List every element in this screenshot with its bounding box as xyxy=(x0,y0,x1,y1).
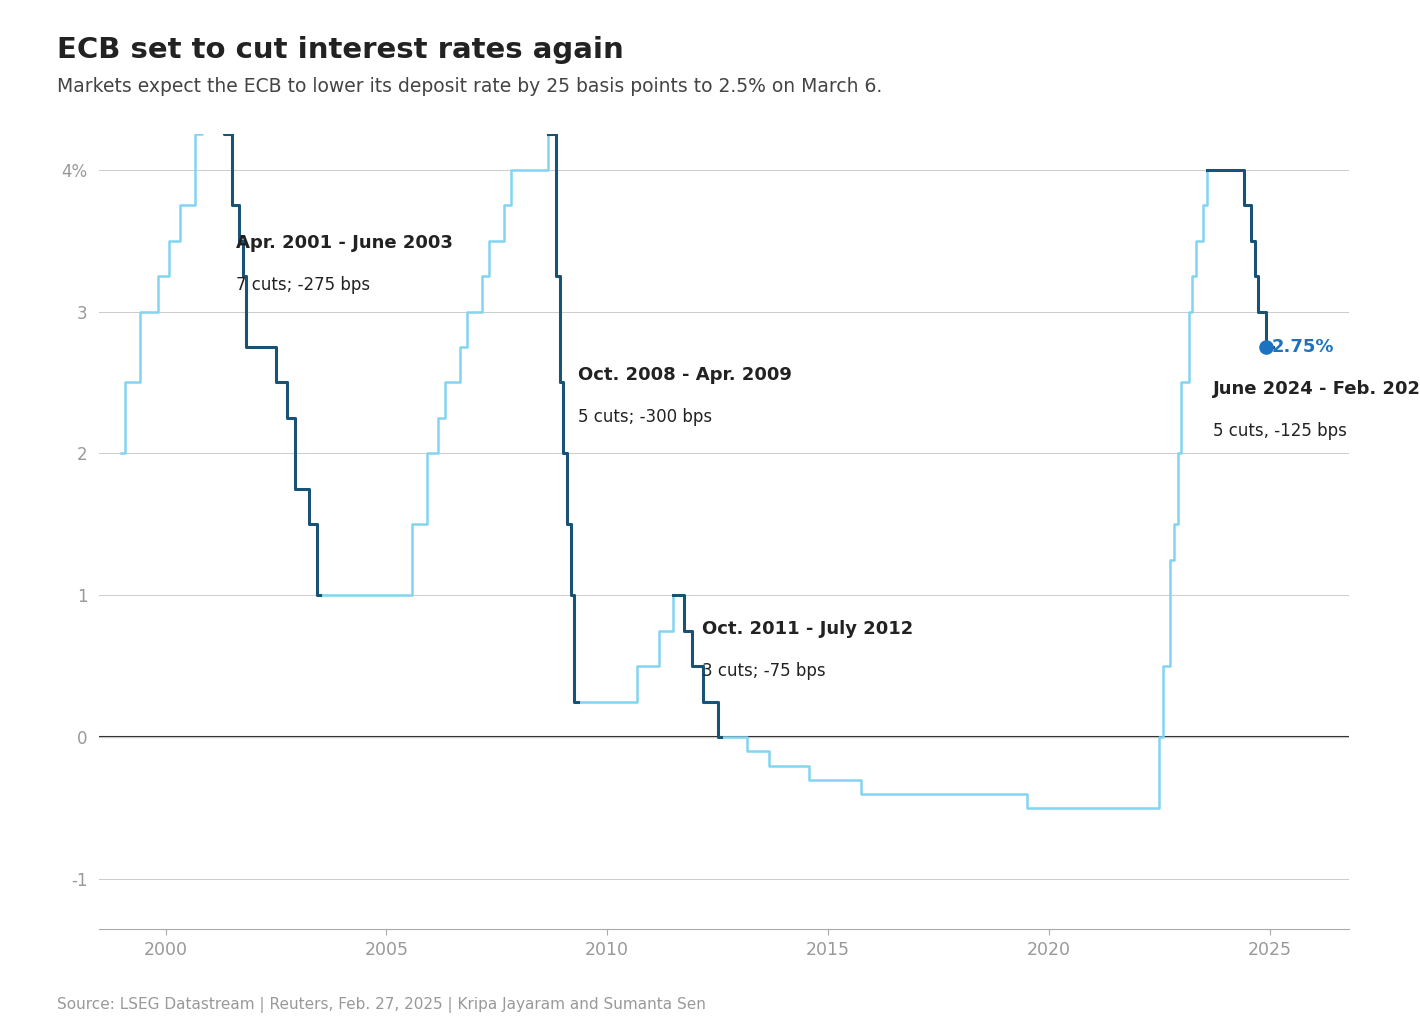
Text: Source: LSEG Datastream | Reuters, Feb. 27, 2025 | Kripa Jayaram and Sumanta Sen: Source: LSEG Datastream | Reuters, Feb. … xyxy=(57,997,706,1013)
Text: Markets expect the ECB to lower its deposit rate by 25 basis points to 2.5% on M: Markets expect the ECB to lower its depo… xyxy=(57,77,882,96)
Text: June 2024 - Feb. 2025: June 2024 - Feb. 2025 xyxy=(1213,380,1420,398)
Text: 3 cuts; -75 bps: 3 cuts; -75 bps xyxy=(701,663,826,680)
Text: 5 cuts; -300 bps: 5 cuts; -300 bps xyxy=(578,409,713,426)
Text: Oct. 2008 - Apr. 2009: Oct. 2008 - Apr. 2009 xyxy=(578,365,792,384)
Text: ECB set to cut interest rates again: ECB set to cut interest rates again xyxy=(57,36,623,64)
Text: 7 cuts; -275 bps: 7 cuts; -275 bps xyxy=(236,277,371,294)
Text: 5 cuts, -125 bps: 5 cuts, -125 bps xyxy=(1213,422,1348,441)
Text: 2.75%: 2.75% xyxy=(1272,338,1335,356)
Point xyxy=(1255,338,1278,355)
Text: Oct. 2011 - July 2012: Oct. 2011 - July 2012 xyxy=(701,619,913,638)
Text: Apr. 2001 - June 2003: Apr. 2001 - June 2003 xyxy=(236,233,453,252)
